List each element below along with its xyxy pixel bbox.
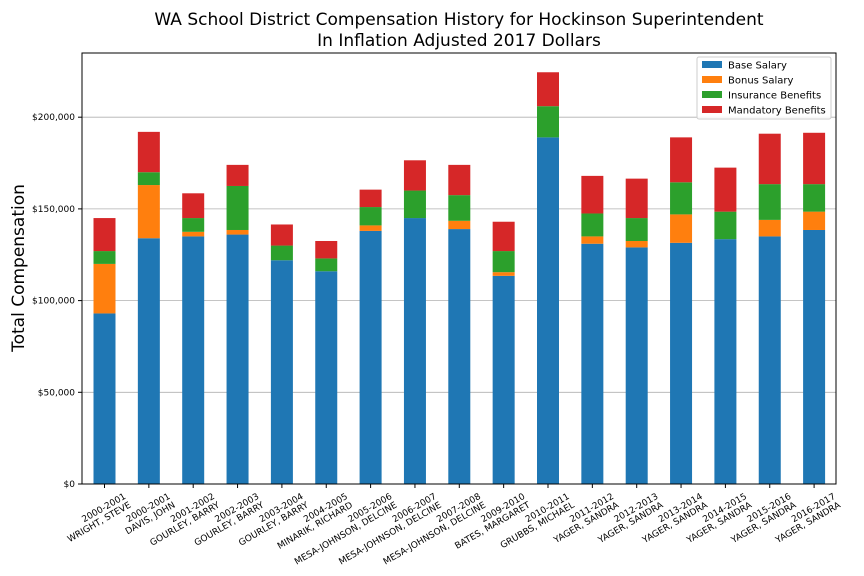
y-tick-label: $100,000 [32,297,75,307]
y-tick-label: $50,000 [38,388,75,398]
bar-segment [226,234,249,484]
bar-segment [803,229,826,484]
bar-segment [537,72,559,107]
bar-segment [182,218,205,232]
bar-segment [670,214,693,243]
bar-segment [670,137,693,183]
bar-segment [137,185,160,239]
bar-segment [581,213,604,237]
bar-segment [270,260,293,484]
bar-segment [670,182,693,215]
chart-title: WA School District Compensation History … [154,10,764,30]
bar-segment [492,275,515,484]
bar-segment [758,236,781,484]
legend-label: Insurance Benefits [728,91,821,102]
bar-segment [714,239,737,484]
bar-segment [581,175,604,214]
bar-segment [403,190,426,219]
bar-segment [714,167,737,212]
chart-subtitle: In Inflation Adjusted 2017 Dollars [317,31,601,51]
bar-segment [182,236,205,484]
bar-segment [137,238,160,484]
bar-segment [625,240,648,248]
bar-segment [403,160,426,191]
bar-segment [581,243,604,484]
bar-segment [803,132,826,185]
legend-box [696,56,832,120]
bar-segment [448,229,471,484]
bar-segment [315,240,338,259]
y-tick-label: $200,000 [32,113,75,123]
y-tick-label: $150,000 [32,205,75,215]
bar-segment [359,189,382,208]
bar-segment [448,195,471,221]
bar-segment [315,258,338,272]
bar-segment [448,164,471,196]
bar-segment [492,272,515,276]
legend: Base Salary Bonus Salary Insurance Benefit… [696,56,832,120]
y-axis-ticks: $0 $50,000 $100,000 $150,000 $200,000 [32,113,82,490]
bar-segment [537,137,559,484]
bar-segment [226,229,249,235]
bar-segment [359,207,382,226]
legend-swatch [702,61,722,68]
legend-label: Mandatory Benefits [728,106,826,117]
bar-segment [803,211,826,230]
bar-segment [758,219,781,237]
bar-segment [403,218,426,484]
legend-label: Base Salary [728,61,787,72]
bar-segment [758,184,781,220]
bar-segment [315,271,338,484]
y-axis-label: Total Compensation [9,184,29,353]
bar-segment [492,251,515,273]
x-tick-label: 2000-2001WRIGHT, STEVE [61,492,133,545]
bar-segment [93,263,116,314]
bar-segment [270,245,293,261]
legend-label: Bonus Salary [728,76,794,87]
bar-segment [714,211,737,240]
bars [93,72,826,484]
bar-segment [359,225,382,231]
bar-segment [758,133,781,185]
bar-segment [270,224,293,246]
bar-segment [625,218,648,241]
bar-segment [625,247,648,484]
legend-swatch [702,106,722,113]
bar-segment [137,172,160,186]
bar-segment [93,218,116,252]
bar-segment [137,131,160,173]
bar-segment [625,178,648,219]
legend-swatch [702,91,722,98]
bar-segment [803,184,826,212]
bar-segment [359,230,382,484]
bar-segment [93,313,116,484]
bar-segment [93,251,116,264]
bar-segment [448,220,471,230]
bar-segment [670,242,693,484]
bar-segment [226,185,249,230]
bar-segment [182,231,205,237]
bar-segment [492,221,515,252]
y-tick-label: $0 [64,480,76,490]
bar-segment [182,193,205,219]
bar-segment [537,106,559,138]
bar-segment [226,164,249,186]
legend-swatch [702,76,722,83]
bar-segment [581,236,604,244]
